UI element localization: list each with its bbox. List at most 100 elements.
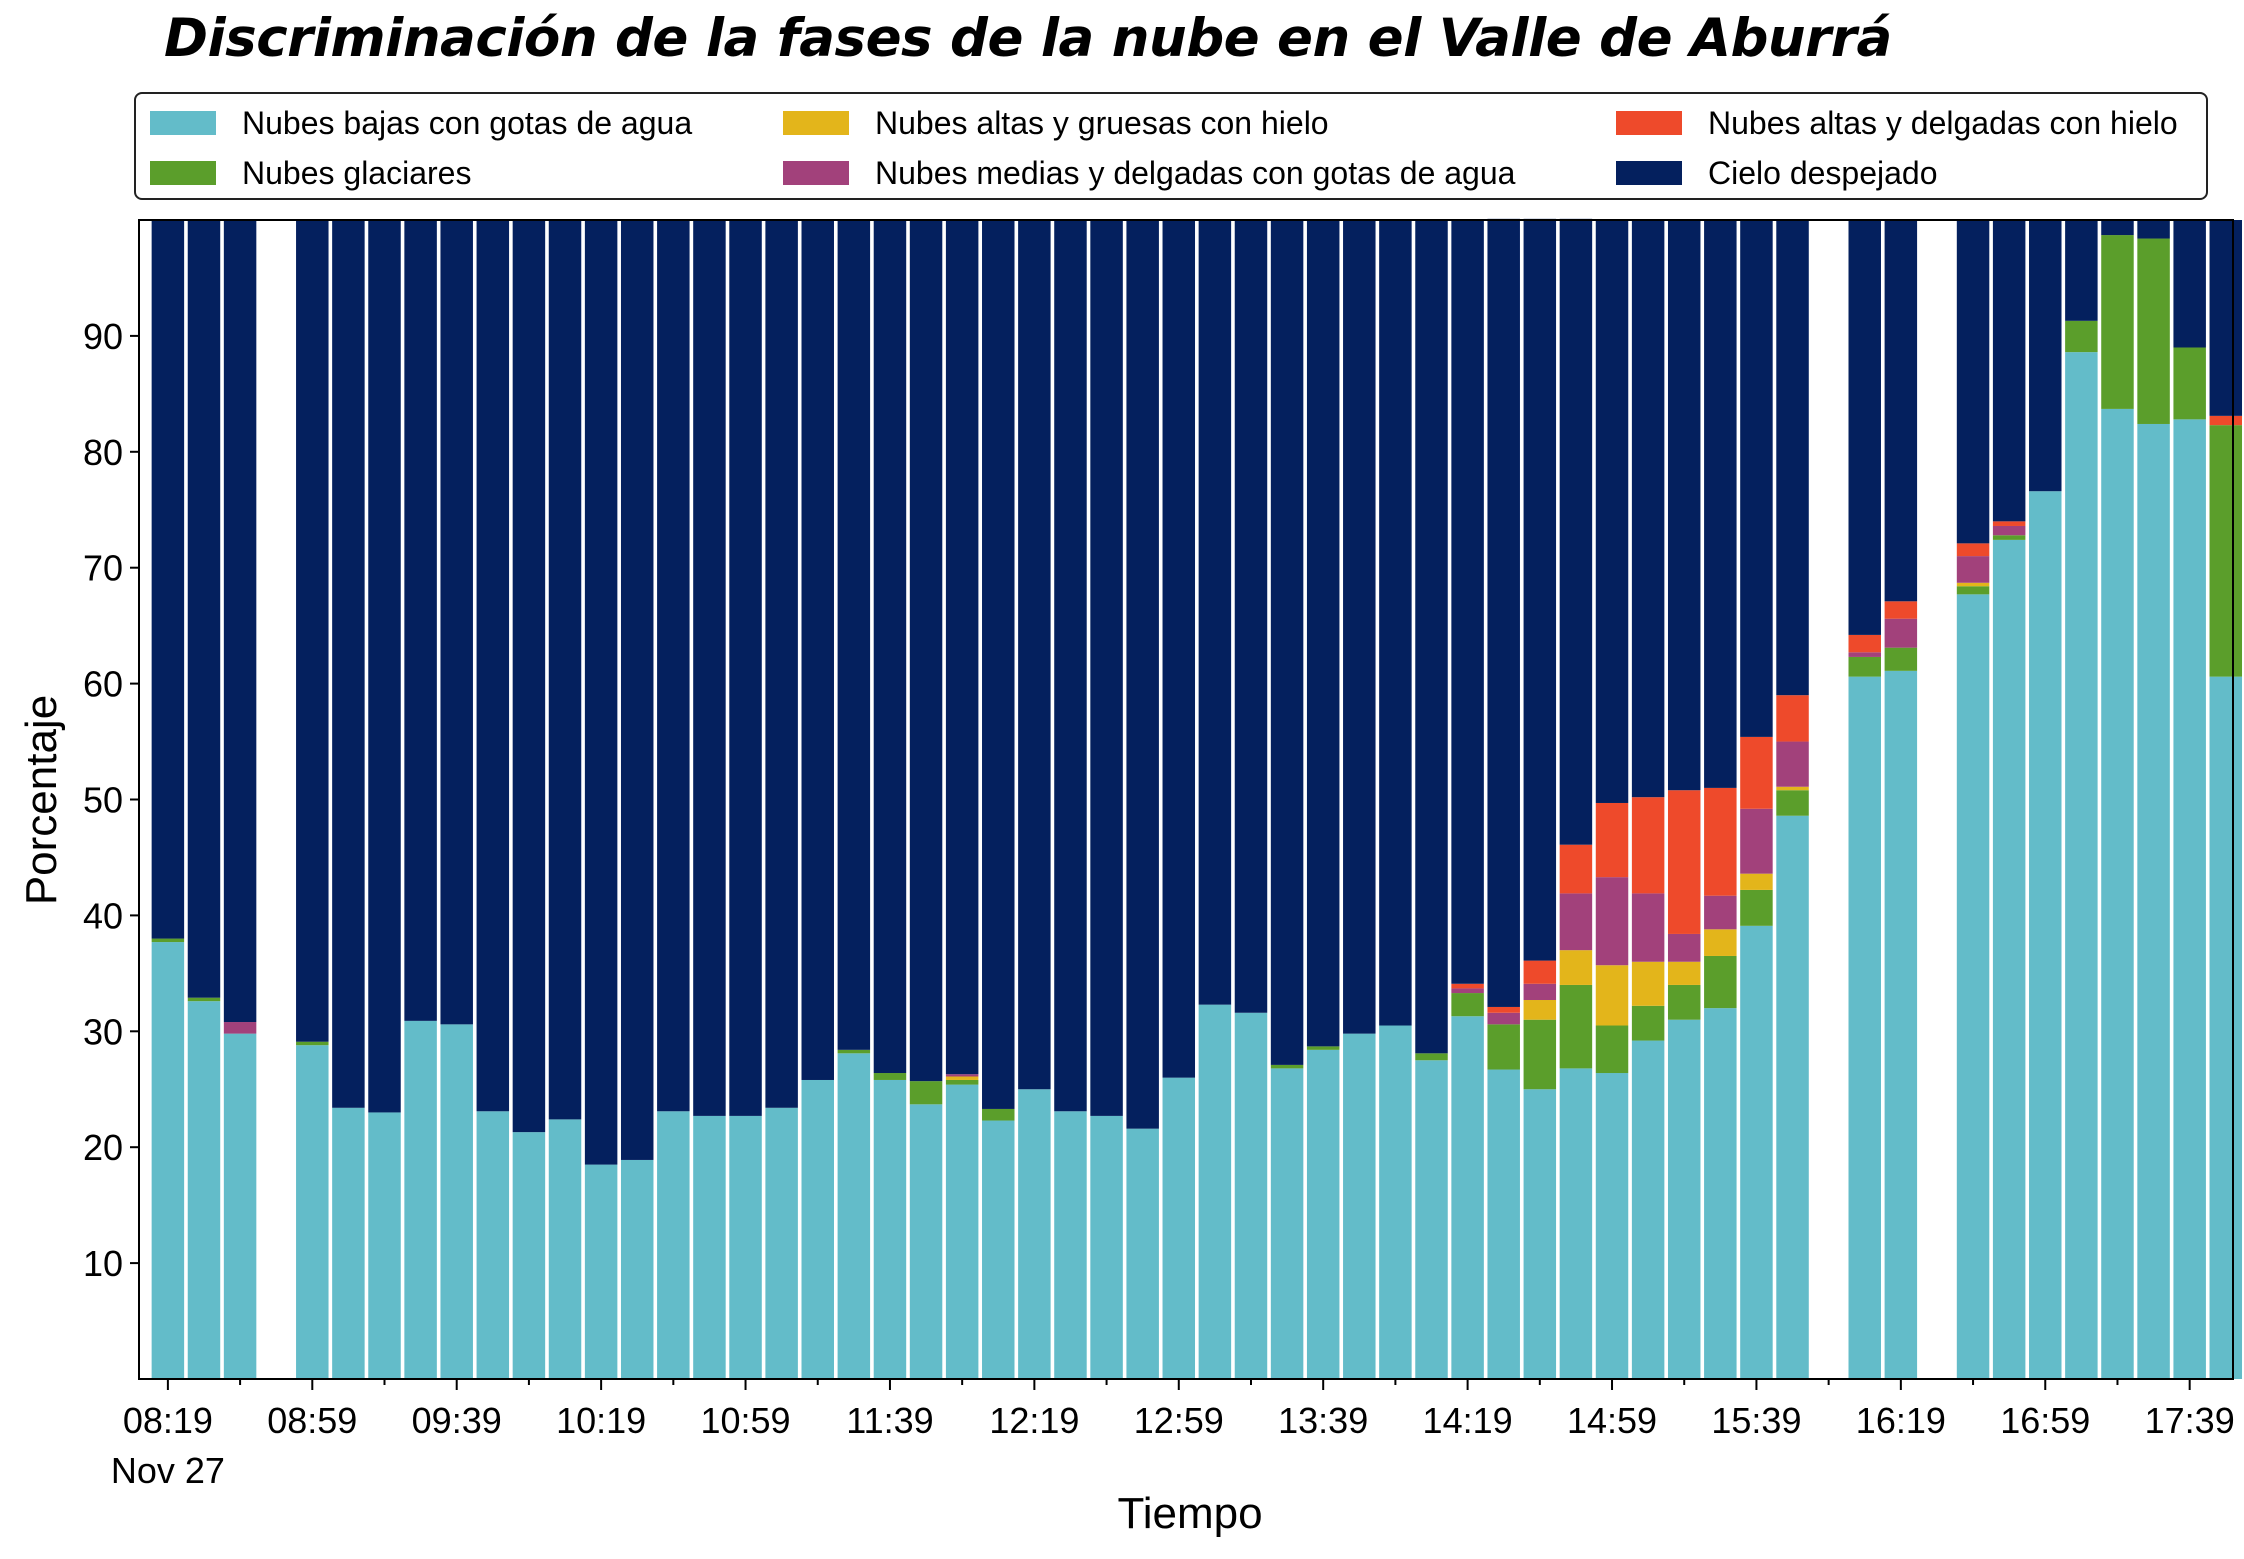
- bar-segment-1319-s0: [1234, 1012, 1268, 1379]
- bar-segment-1039-s0: [657, 1111, 690, 1379]
- bar-segment-1019-s0: [584, 1164, 618, 1379]
- axes-layer: 10 20 30 40 50 60 70 80 90 08:19 08:59 09:39 10:19 10…: [83, 219, 2235, 1491]
- bar-segment-1359-s0: [1379, 1025, 1412, 1379]
- bar-segment-1749-s1: [2209, 425, 2243, 677]
- x-tick-label: 13:39: [1278, 1400, 1368, 1441]
- bar-segment-1019-s5: [584, 220, 618, 1165]
- bar-segment-0859-s5: [296, 220, 329, 1042]
- bar-segment-1109-s0: [765, 1107, 798, 1379]
- legend-label-nubes-medias: Nubes medias y delgadas con gotas de agu…: [875, 154, 1516, 191]
- x-tick-label: 12:19: [989, 1400, 1079, 1441]
- legend-label-nubes-altas-gruesas: Nubes altas y gruesas con hielo: [875, 104, 1329, 141]
- bar-segment-1449-s3: [1559, 893, 1593, 951]
- bar-segment-1549-s1: [1776, 790, 1809, 816]
- bar-segment-1729-s5: [2137, 220, 2170, 239]
- bar-segment-1539-s5: [1740, 220, 1773, 737]
- bar-segment-1219-s0: [1018, 1089, 1051, 1379]
- bar-segment-1339-s0: [1306, 1049, 1340, 1379]
- y-tick-label: 40: [83, 895, 123, 936]
- bar-segment-1519-s4: [1667, 790, 1701, 934]
- bar-segment-1429-s3: [1487, 1012, 1520, 1025]
- bar-segment-1449-s1: [1559, 984, 1593, 1069]
- legend: Nubes bajas con gotas de agua Nubes glac…: [134, 92, 2208, 200]
- bar-segment-1219-s5: [1018, 220, 1051, 1090]
- bar-segment-1619-s0: [1884, 670, 1918, 1379]
- bar-segment-1719-s5: [2101, 220, 2134, 236]
- bar-segment-1549-s5: [1776, 220, 1809, 696]
- bar-segment-0859-s0: [296, 1045, 329, 1379]
- bar-segment-1719-s0: [2101, 408, 2134, 1379]
- bar-segment-1459-s0: [1595, 1073, 1629, 1379]
- bar-segment-1519-s0: [1667, 1019, 1701, 1379]
- x-tick-label: 16:59: [2000, 1400, 2090, 1441]
- legend-swatch-cielo-despejado: [1616, 161, 1682, 185]
- x-axis-title: Tiempo: [1117, 1489, 1262, 1538]
- bar-segment-1139-s1: [873, 1073, 907, 1080]
- bar-segment-1319-s5: [1234, 220, 1268, 1013]
- bar-segment-1439-s4: [1523, 960, 1557, 984]
- bar-segment-1419-s0: [1451, 1016, 1484, 1379]
- bar-segment-1329-s5: [1270, 220, 1304, 1065]
- x-tick-label: 14:19: [1423, 1400, 1513, 1441]
- bar-segment-1709-s1: [2065, 320, 2098, 353]
- bar-segment-0929-s0: [404, 1020, 437, 1379]
- bar-segment-1459-s4: [1595, 802, 1629, 878]
- bar-segment-1739-s1: [2173, 347, 2206, 420]
- bar-segment-1439-s3: [1523, 983, 1557, 1001]
- bar-segment-1259-s5: [1162, 220, 1196, 1078]
- bar-segment-1159-s2: [945, 1076, 979, 1080]
- bar-segment-0919-s5: [368, 220, 401, 1113]
- bar-segment-1119-s0: [801, 1079, 834, 1379]
- bar-segment-1129-s0: [837, 1053, 871, 1379]
- legend-swatch-nubes-medias: [783, 161, 849, 185]
- bar-segment-1439-s5: [1523, 218, 1557, 961]
- bar-segment-1609-s4: [1848, 634, 1881, 653]
- bar-segment-1029-s5: [620, 220, 654, 1160]
- bar-segment-1459-s1: [1595, 1025, 1629, 1074]
- bar-segment-1159-s0: [945, 1084, 979, 1379]
- bar-segment-0859-s1: [296, 1041, 329, 1046]
- bar-segment-1509-s2: [1631, 961, 1665, 1006]
- bar-segment-1009-s0: [548, 1119, 582, 1379]
- bar-segment-1209-s1: [982, 1108, 1015, 1121]
- bar-segment-1529-s5: [1704, 220, 1737, 788]
- bar-segment-1739-s0: [2173, 419, 2206, 1380]
- bar-segment-1129-s5: [837, 220, 871, 1050]
- bar-segment-1339-s5: [1306, 220, 1340, 1047]
- bar-segment-1159-s3: [945, 1074, 979, 1077]
- legend-label-nubes-glaciares: Nubes glaciares: [242, 154, 472, 191]
- bar-segment-1509-s5: [1631, 220, 1665, 798]
- y-tick-label: 60: [83, 664, 123, 705]
- bar-segment-1729-s0: [2137, 423, 2170, 1380]
- bar-segment-1549-s4: [1776, 695, 1809, 742]
- bar-segment-1229-s5: [1054, 220, 1087, 1112]
- bar-segment-1749-s4: [2209, 415, 2243, 426]
- bar-segment-0829-s5: [187, 220, 221, 998]
- x-tick-label: 14:59: [1567, 1400, 1657, 1441]
- x-tick-label: 15:39: [1711, 1400, 1801, 1441]
- bar-segment-1129-s1: [837, 1049, 871, 1054]
- bar-segment-0919-s0: [368, 1112, 401, 1379]
- bar-segment-1529-s1: [1704, 955, 1737, 1009]
- bar-segment-1009-s5: [548, 220, 582, 1120]
- bar-segment-1639-s4: [1956, 543, 1990, 557]
- bar-segment-0819-s5: [151, 220, 185, 939]
- x-tick-label: 16:19: [1856, 1400, 1946, 1441]
- bar-segment-1259-s0: [1162, 1077, 1196, 1379]
- bar-segment-1519-s3: [1667, 933, 1701, 962]
- bar-segment-1619-s3: [1884, 618, 1918, 648]
- y-tick-label: 30: [83, 1011, 123, 1052]
- bar-segment-0909-s0: [332, 1107, 365, 1379]
- x-tick-label: 09:39: [412, 1400, 502, 1441]
- bar-segment-1539-s2: [1740, 873, 1773, 890]
- y-tick-label: 70: [83, 548, 123, 589]
- bar-segment-1739-s5: [2173, 220, 2206, 348]
- bar-segment-1729-s1: [2137, 238, 2170, 424]
- bar-segment-1639-s0: [1956, 594, 1990, 1379]
- bar-segment-1459-s2: [1595, 965, 1629, 1026]
- bar-segment-1329-s0: [1270, 1068, 1304, 1379]
- bar-segment-1429-s0: [1487, 1069, 1520, 1379]
- bars-layer: [151, 218, 2243, 1380]
- y-tick-label: 90: [83, 316, 123, 357]
